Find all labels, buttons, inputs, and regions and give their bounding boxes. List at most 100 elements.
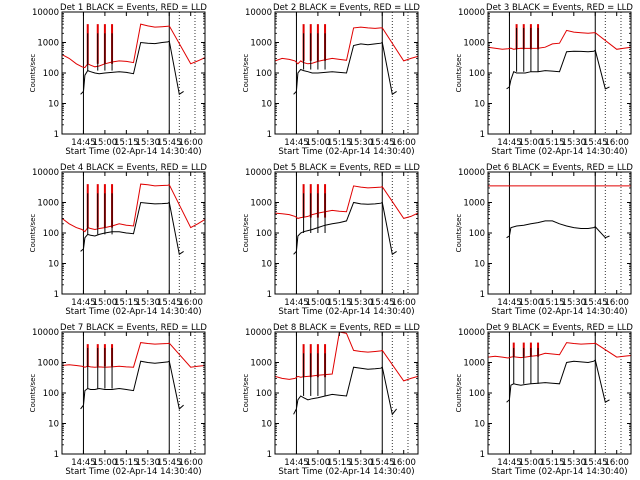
det6-xtick-label-6: 16:00 <box>604 298 629 308</box>
det4-xtick-label-4: 15:30 <box>136 298 161 308</box>
det1-plot-area <box>62 12 205 134</box>
det1-ytick-label-1: 1 <box>54 130 59 140</box>
det2-ytick-label-5: 10000 <box>245 8 272 18</box>
det4-ytick-label-1: 1 <box>54 290 59 300</box>
det1-xtick-label-1: 14:45 <box>71 138 96 148</box>
det6-xtick-label-4: 15:30 <box>562 298 587 308</box>
det8-ytick-label-2: 10 <box>261 420 272 430</box>
det9-series-events <box>506 359 610 403</box>
det4-xtick-label-6: 16:00 <box>178 298 203 308</box>
det1-yaxis-label: Counts/sec <box>29 54 37 93</box>
det7-ytick-label-3: 100 <box>43 389 59 399</box>
det1-ytick-label-4: 1000 <box>37 39 59 49</box>
det7-xtick-label-4: 15:30 <box>136 458 161 468</box>
det2-xtick-label-5: 15:45 <box>370 138 395 148</box>
det4-title: Det 4 BLACK = Events, RED = LLD <box>60 163 207 173</box>
det4-xtick-label-2: 15:00 <box>93 298 118 308</box>
det9-xtick-label-2: 15:00 <box>519 458 544 468</box>
det3-xaxis-label: Start Time (02-Apr-14 14:30:40) <box>491 147 627 157</box>
det3-yaxis-label: Counts/sec <box>455 54 463 93</box>
panel-det9: 1 10 100 1000 10000 14:4515:0015:1515:3015:45… <box>455 323 633 477</box>
det9-xtick-label-1: 14:45 <box>497 458 522 468</box>
det9-title: Det 9 BLACK = Events, RED = LLD <box>486 323 633 333</box>
det6-ytick-label-3: 100 <box>469 229 485 239</box>
det2-title: Det 2 BLACK = Events, RED = LLD <box>273 3 420 13</box>
det7-series-lld <box>62 342 205 368</box>
det3-xtick-label-2: 15:00 <box>519 138 544 148</box>
det6-title: Det 6 BLACK = Events, RED = LLD <box>486 163 633 173</box>
det2-ytick-label-3: 100 <box>256 69 272 79</box>
det5-xtick-label-5: 15:45 <box>370 298 395 308</box>
det3-ytick-label-1: 1 <box>480 130 485 140</box>
det9-xtick-label-4: 15:30 <box>562 458 587 468</box>
det1-xtick-label-6: 16:00 <box>178 138 203 148</box>
det7-xtick-label-1: 14:45 <box>71 458 96 468</box>
panel-det4: 1 10 100 1000 10000 14:4515:0015:1515:3015:45… <box>29 163 207 317</box>
det3-ytick-label-4: 1000 <box>463 39 485 49</box>
det9-xtick-label-5: 15:45 <box>583 458 608 468</box>
det5-ytick-label-5: 10000 <box>245 168 272 178</box>
det4-xtick-label-5: 15:45 <box>157 298 182 308</box>
det3-ytick-label-2: 10 <box>474 100 485 110</box>
det3-ytick-label-5: 10000 <box>458 8 485 18</box>
det1-xtick-label-5: 15:45 <box>157 138 182 148</box>
det4-ytick-label-4: 1000 <box>37 199 59 209</box>
det9-ytick-label-4: 1000 <box>463 359 485 369</box>
det8-ytick-label-1: 1 <box>267 450 272 460</box>
det2-yaxis-label: Counts/sec <box>242 54 250 93</box>
det5-xtick-label-6: 16:00 <box>391 298 416 308</box>
det3-series-events <box>506 49 610 90</box>
det7-xtick-label-2: 15:00 <box>93 458 118 468</box>
det3-xtick-label-4: 15:30 <box>562 138 587 148</box>
det6-ytick-label-2: 10 <box>474 260 485 270</box>
det2-series-events <box>293 41 397 96</box>
det4-ytick-label-5: 10000 <box>32 168 59 178</box>
det4-ytick-label-3: 100 <box>43 229 59 239</box>
det1-xtick-label-3: 15:15 <box>114 138 139 148</box>
det2-series-lld <box>275 26 418 65</box>
det8-yaxis-label: Counts/sec <box>242 374 250 413</box>
det3-xtick-label-6: 16:00 <box>604 138 629 148</box>
det3-plot-area <box>488 12 631 134</box>
det6-ytick-label-4: 1000 <box>463 199 485 209</box>
det9-xtick-label-6: 16:00 <box>604 458 629 468</box>
det5-plot-area <box>275 172 418 294</box>
det2-xtick-label-1: 14:45 <box>284 138 309 148</box>
det8-ytick-label-5: 10000 <box>245 328 272 338</box>
det5-series-events <box>293 201 397 256</box>
det1-xaxis-label: Start Time (02-Apr-14 14:30:40) <box>65 147 201 157</box>
det1-ytick-label-2: 10 <box>48 100 59 110</box>
det6-xtick-label-1: 14:45 <box>497 298 522 308</box>
det6-xtick-label-2: 15:00 <box>519 298 544 308</box>
det6-xtick-label-5: 15:45 <box>583 298 608 308</box>
det5-series-lld <box>275 185 418 219</box>
panel-det5: 1 10 100 1000 10000 14:4515:0015:1515:3015:45… <box>242 163 420 317</box>
det5-yaxis-label: Counts/sec <box>242 214 250 253</box>
det4-series-events <box>80 201 184 256</box>
det2-xtick-label-6: 16:00 <box>391 138 416 148</box>
det6-plot-area <box>488 172 631 294</box>
det5-ytick-label-4: 1000 <box>250 199 272 209</box>
det8-series-events <box>293 366 397 416</box>
det3-title: Det 3 BLACK = Events, RED = LLD <box>486 3 633 13</box>
det8-xtick-label-1: 14:45 <box>284 458 309 468</box>
panel-det7: 1 10 100 1000 10000 14:4515:0015:1515:3015:45… <box>29 323 207 477</box>
det7-xtick-label-5: 15:45 <box>157 458 182 468</box>
panel-det8: 1 10 100 1000 10000 14:4515:0015:1515:3015:45… <box>242 323 420 477</box>
det7-ytick-label-2: 10 <box>48 420 59 430</box>
det8-ytick-label-4: 1000 <box>250 359 272 369</box>
panel-det1: 1 10 100 1000 10000 14:4515:0015:1515:3015:45… <box>29 3 207 157</box>
det7-xaxis-label: Start Time (02-Apr-14 14:30:40) <box>65 467 201 477</box>
det9-yaxis-label: Counts/sec <box>455 374 463 413</box>
det4-xtick-label-3: 15:15 <box>114 298 139 308</box>
det8-title: Det 8 BLACK = Events, RED = LLD <box>273 323 420 333</box>
det3-ytick-label-3: 100 <box>469 69 485 79</box>
det8-xtick-label-5: 15:45 <box>370 458 395 468</box>
panel-det6: 1 10 100 1000 10000 14:4515:0015:1515:3015:45… <box>455 163 633 317</box>
det4-plot-area <box>62 172 205 294</box>
det5-xtick-label-1: 14:45 <box>284 298 309 308</box>
det1-ytick-label-5: 10000 <box>32 8 59 18</box>
det1-title: Det 1 BLACK = Events, RED = LLD <box>60 3 207 13</box>
det8-xtick-label-4: 15:30 <box>349 458 374 468</box>
